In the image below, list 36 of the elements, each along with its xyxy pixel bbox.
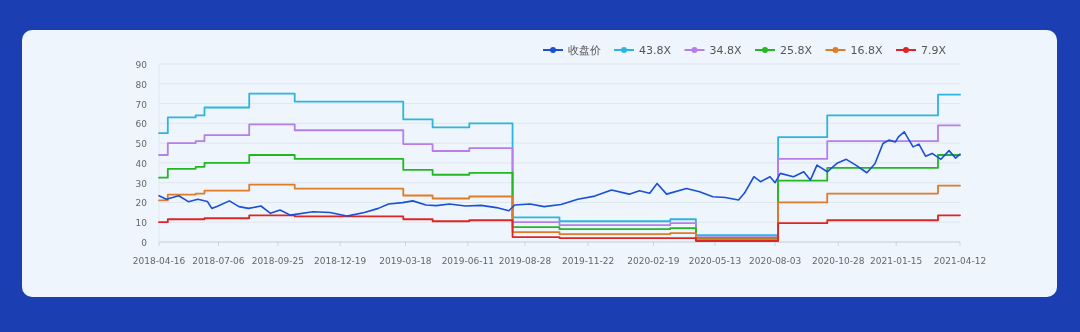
- ytick-label: 80: [135, 79, 147, 90]
- legend-item: 16.8X: [824, 44, 883, 57]
- ytick-label: 10: [135, 218, 147, 229]
- ytick-label: 60: [135, 119, 147, 130]
- xtick-label: 2020-02-19: [627, 256, 680, 266]
- xtick-label: 2021-01-15: [870, 256, 923, 266]
- xtick-label: 2021-04-12: [933, 256, 987, 266]
- legend-item: 34.8X: [683, 44, 742, 57]
- xtick-label: 2018-09-25: [251, 256, 304, 266]
- legend-label: 43.8X: [639, 44, 672, 57]
- ytick-label: 90: [135, 60, 147, 70]
- ytick-label: 50: [135, 139, 147, 150]
- legend-label: 34.8X: [709, 44, 742, 57]
- xtick-label: 2020-08-03: [749, 256, 802, 266]
- ytick-label: 70: [135, 99, 147, 110]
- xtick-label: 2018-04-16: [132, 256, 186, 266]
- ytick-label: 20: [135, 198, 147, 209]
- ytick-label: 40: [135, 158, 147, 169]
- xtick-label: 2018-07-06: [192, 256, 245, 266]
- xtick-label: 2018-12-19: [314, 256, 367, 266]
- xtick-label: 2020-10-28: [812, 256, 865, 266]
- legend-item: 7.9X: [895, 44, 947, 57]
- ytick-label: 30: [135, 178, 147, 189]
- ytick-label: 0: [141, 238, 147, 248]
- xtick-label: 2020-05-13: [688, 256, 742, 266]
- xtick-label: 2019-08-28: [498, 256, 552, 266]
- legend-item: 25.8X: [754, 44, 813, 57]
- legend-label: 16.8X: [850, 44, 883, 57]
- xtick-label: 2019-11-22: [561, 256, 615, 266]
- legend-label: 25.8X: [780, 44, 813, 57]
- legend-label: 7.9X: [921, 44, 947, 57]
- xtick-label: 2019-03-18: [379, 256, 432, 266]
- legend-item: 收盘价: [542, 44, 601, 57]
- legend-item: 43.8X: [613, 44, 672, 57]
- legend-label: 收盘价: [568, 44, 601, 57]
- xtick-label: 2019-06-11: [441, 256, 494, 266]
